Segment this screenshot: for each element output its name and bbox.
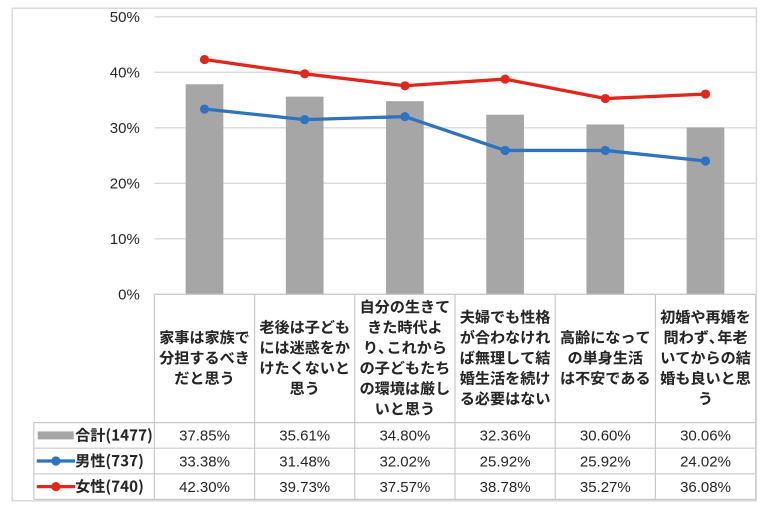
svg-text:42.30%: 42.30% [179,479,230,496]
svg-text:33.38%: 33.38% [179,453,230,470]
svg-text:40%: 40% [110,65,140,82]
svg-text:38.78%: 38.78% [480,479,531,496]
svg-text:35.27%: 35.27% [580,479,631,496]
svg-text:36.08%: 36.08% [680,479,731,496]
svg-text:30.60%: 30.60% [580,428,631,445]
svg-text:39.73%: 39.73% [279,479,330,496]
svg-text:30.06%: 30.06% [680,428,731,445]
svg-text:30%: 30% [110,120,140,137]
svg-text:25.92%: 25.92% [580,453,631,470]
svg-text:10%: 10% [110,231,140,248]
svg-text:34.80%: 34.80% [379,428,430,445]
svg-text:37.57%: 37.57% [379,479,430,496]
svg-text:0%: 0% [118,287,140,304]
svg-text:32.02%: 32.02% [379,453,430,470]
svg-text:31.48%: 31.48% [279,453,330,470]
svg-text:50%: 50% [110,9,140,26]
svg-text:20%: 20% [110,176,140,193]
svg-text:24.02%: 24.02% [680,453,731,470]
svg-text:37.85%: 37.85% [179,428,230,445]
svg-text:25.92%: 25.92% [480,453,531,470]
svg-text:32.36%: 32.36% [480,428,531,445]
svg-text:35.61%: 35.61% [279,428,330,445]
